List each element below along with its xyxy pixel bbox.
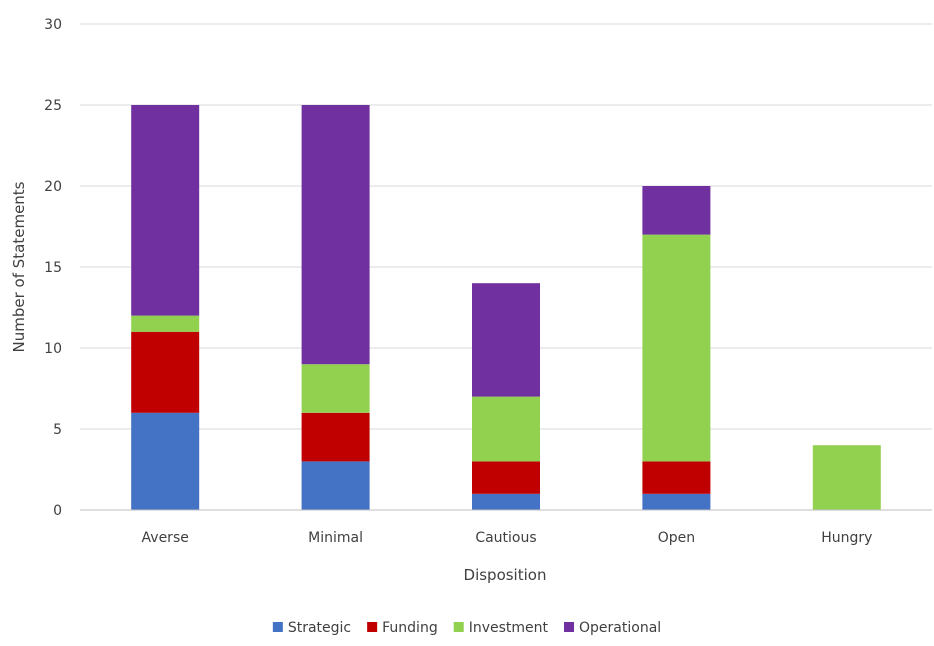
- bar-investment-hungry: [812, 445, 881, 510]
- bar-funding-minimal: [301, 412, 370, 462]
- legend-swatch-investment: [453, 622, 464, 632]
- legend-swatch-operational: [564, 622, 575, 632]
- bar-investment-averse: [131, 315, 200, 332]
- legend-swatch-funding: [367, 622, 378, 632]
- y-tick-label: 15: [44, 260, 62, 276]
- bar-investment-open: [642, 234, 711, 462]
- bar-funding-cautious: [472, 461, 540, 494]
- x-tick-label: Averse: [142, 530, 189, 546]
- y-tick-label: 10: [44, 341, 62, 357]
- gridlines: [80, 23, 932, 430]
- y-tick-label: 30: [44, 17, 62, 33]
- x-axis-title: Disposition: [464, 566, 547, 584]
- x-tick-label: Cautious: [475, 530, 536, 546]
- bar-operational-minimal: [301, 105, 370, 365]
- bars: [131, 105, 881, 510]
- legend-label-funding: Funding: [382, 620, 438, 636]
- bar-strategic-minimal: [301, 461, 370, 510]
- x-tick-label: Minimal: [308, 530, 363, 546]
- y-tick-label: 5: [53, 422, 62, 438]
- x-tick-label: Open: [658, 530, 695, 546]
- legend-label-operational: Operational: [579, 620, 661, 636]
- y-tick-label: 25: [44, 98, 62, 114]
- y-tick-label: 20: [44, 179, 62, 195]
- legend: Strategic Funding Investment Operational: [272, 620, 661, 636]
- bar-strategic-open: [642, 493, 711, 510]
- x-tick-label: Hungry: [821, 530, 872, 546]
- axes: 0 5 10 15 20 25 30 Averse Minimal Cautious Open Hun…: [44, 17, 932, 546]
- bar-investment-cautious: [472, 396, 540, 462]
- y-tick-label: 0: [53, 503, 62, 519]
- bar-operational-averse: [131, 105, 200, 316]
- bar-strategic-cautious: [472, 493, 540, 510]
- legend-label-strategic: Strategic: [288, 620, 351, 636]
- bar-investment-minimal: [301, 364, 370, 413]
- bar-funding-open: [642, 461, 711, 494]
- bar-operational-cautious: [472, 283, 540, 397]
- bar-strategic-averse: [131, 412, 200, 510]
- legend-label-investment: Investment: [469, 620, 549, 636]
- y-axis-title: Number of Statements: [10, 181, 28, 352]
- legend-swatch-strategic: [272, 622, 283, 632]
- bar-funding-averse: [131, 331, 200, 413]
- bar-operational-open: [642, 186, 711, 235]
